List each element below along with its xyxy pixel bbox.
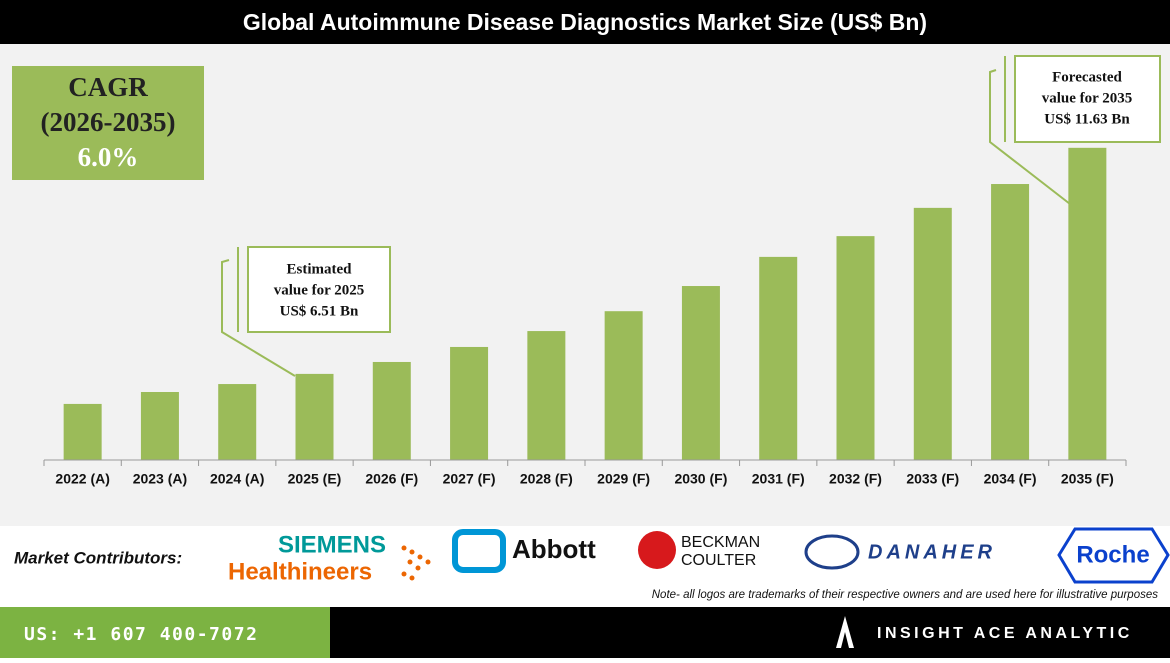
cagr-label: CAGR <box>68 72 148 102</box>
logo-mark <box>804 534 860 570</box>
cagr-period: (2026-2035) <box>41 107 176 137</box>
logo-text: BECKMAN <box>681 534 760 551</box>
bar <box>991 184 1030 460</box>
logo-text: DANAHER <box>868 541 996 563</box>
logo-mark <box>638 531 676 569</box>
callout-leader <box>221 259 296 377</box>
logo-mark <box>452 529 506 573</box>
bar <box>295 373 334 460</box>
x-tick-label: 2027 (F) <box>443 471 496 487</box>
cagr-value: 6.0% <box>78 142 139 172</box>
x-tick-label: 2028 (F) <box>520 471 573 487</box>
contributors-label: Market Contributors: <box>14 548 182 567</box>
annotation: Forecasted <box>1052 69 1122 85</box>
footer-contact <box>0 607 330 658</box>
callout-box <box>247 246 391 333</box>
callout-box <box>1014 55 1161 143</box>
title-bar <box>0 0 1170 44</box>
logo-text: SIEMENS <box>278 531 386 558</box>
logo-text: COULTER <box>681 552 756 569</box>
x-tick-label: 2022 (A) <box>55 471 109 487</box>
brand-icon <box>836 616 854 648</box>
x-tick-label: 2034 (F) <box>984 471 1037 487</box>
annotation: value for 2025 <box>274 282 365 298</box>
phone: US: +1 607 400-7072 <box>24 624 258 645</box>
annotation: US$ 6.51 Bn <box>280 303 359 319</box>
chart-title: Global Autoimmune Disease Diagnostics Ma… <box>243 9 927 35</box>
bar <box>759 256 798 460</box>
x-tick-label: 2029 (F) <box>597 471 650 487</box>
bar <box>681 286 720 460</box>
note: Note- all logos are trademarks of their … <box>652 589 1158 601</box>
x-tick-label: 2030 (F) <box>674 471 727 487</box>
x-tick-label: 2032 (F) <box>829 471 882 487</box>
x-tick-label: 2024 (A) <box>210 471 264 487</box>
bar <box>450 346 489 460</box>
x-tick-label: 2031 (F) <box>752 471 805 487</box>
annotation: value for 2035 <box>1042 90 1133 106</box>
brand: INSIGHT ACE ANALYTIC <box>877 625 1133 642</box>
x-tick-label: 2033 (F) <box>906 471 959 487</box>
bar <box>140 391 179 460</box>
logo-text: Healthineers <box>228 558 372 585</box>
bar <box>1068 147 1107 461</box>
annotation: US$ 11.63 Bn <box>1044 111 1130 127</box>
logo-text: Abbott <box>512 534 596 564</box>
callout-leader <box>989 69 1071 205</box>
logo-text: Roche <box>1076 541 1149 568</box>
x-tick-label: 2035 (F) <box>1061 471 1114 487</box>
cagr-box <box>12 66 204 180</box>
x-tick-label: 2026 (F) <box>365 471 418 487</box>
bar <box>604 311 643 460</box>
bar <box>836 236 875 460</box>
x-tick-label: 2023 (A) <box>133 471 187 487</box>
bar <box>218 384 257 460</box>
logo-mark <box>1057 527 1170 584</box>
logo-dots <box>401 545 431 581</box>
bar <box>913 207 952 460</box>
x-tick-label: 2025 (E) <box>288 471 342 487</box>
annotation: Estimated <box>287 261 353 277</box>
bar <box>372 361 411 460</box>
footer-brand <box>330 607 1170 658</box>
bar <box>527 331 566 460</box>
bar <box>63 403 102 460</box>
callouts <box>221 55 1161 377</box>
